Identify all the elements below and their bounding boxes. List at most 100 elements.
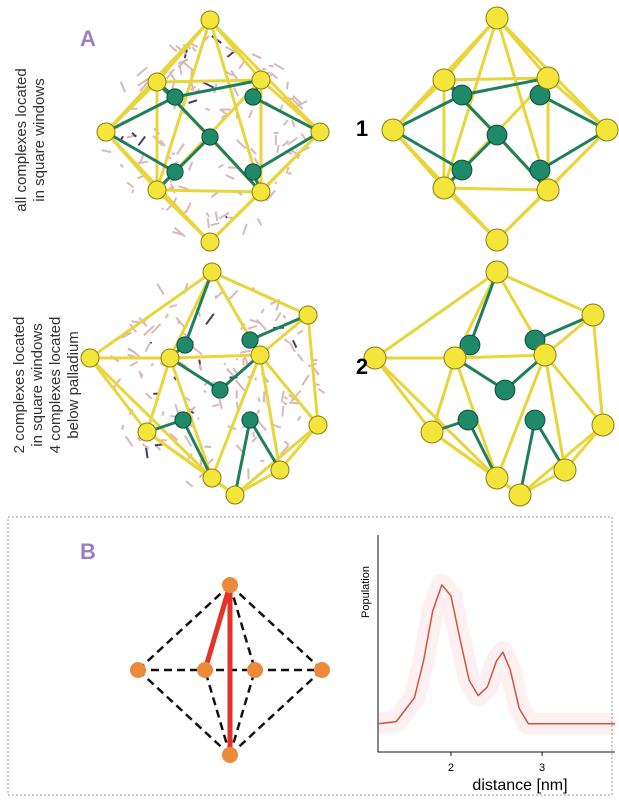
ligand <box>151 364 153 366</box>
ligand <box>236 380 245 390</box>
ligand <box>292 120 294 127</box>
cage-bond <box>393 95 462 130</box>
cage-bond <box>106 132 175 172</box>
palladium-sphere <box>537 67 559 89</box>
ligand <box>262 69 266 70</box>
complex-sphere <box>202 129 218 145</box>
ligand <box>189 100 197 103</box>
ligand <box>166 314 168 319</box>
palladium-sphere <box>226 486 244 504</box>
ligand <box>146 393 152 398</box>
ligand <box>192 346 202 354</box>
ligand <box>203 82 214 88</box>
ligand <box>137 67 148 76</box>
cage-edge <box>375 358 497 478</box>
ligand <box>175 404 178 414</box>
palladium-sphere <box>97 123 115 141</box>
ligand <box>132 190 133 193</box>
ligand <box>260 461 264 462</box>
ligand <box>298 416 301 420</box>
ligand <box>157 284 164 295</box>
caption-line: below palladium <box>65 331 82 439</box>
palladium-sphere <box>534 344 556 366</box>
palladium-sphere <box>582 304 604 326</box>
ligand <box>219 213 229 219</box>
ligand <box>298 354 303 361</box>
caption-line: all complexes located <box>13 68 30 211</box>
ligand <box>277 145 278 153</box>
palladium-sphere <box>148 73 166 91</box>
ligand <box>169 157 171 159</box>
palladium-sphere <box>486 7 508 29</box>
ligand <box>288 173 291 175</box>
ligand <box>283 315 285 318</box>
x-axis-label: distance [nm] <box>472 777 567 794</box>
ligand <box>258 219 261 226</box>
ligand <box>240 351 250 353</box>
ligand <box>206 314 214 325</box>
palladium-sphere <box>433 69 455 91</box>
palladium-sphere <box>433 177 455 199</box>
caption-line: 2 complexes located <box>11 317 28 454</box>
complex-sphere <box>177 337 193 353</box>
cage-edge <box>106 82 157 132</box>
structure-label: 1 <box>356 116 368 141</box>
ligand <box>120 164 123 167</box>
ligand <box>180 66 182 75</box>
x-tick-label: 3 <box>539 762 545 774</box>
ligand <box>249 110 252 118</box>
caption-line: in square windows <box>31 78 48 201</box>
cage-edge <box>455 355 545 358</box>
ligand <box>178 186 187 189</box>
ligand <box>146 343 151 352</box>
ligand <box>176 318 184 327</box>
ligand <box>285 441 289 445</box>
ligand <box>126 436 133 446</box>
ligand <box>252 437 256 442</box>
panel-label: B <box>80 539 96 564</box>
complex-sphere <box>452 85 472 105</box>
ligand <box>177 144 184 155</box>
palladium-sphere <box>203 263 221 281</box>
palladium-sphere <box>596 119 618 141</box>
ligand <box>162 209 164 210</box>
ligand <box>287 82 288 89</box>
ligand <box>302 375 309 385</box>
ligand <box>212 405 219 407</box>
cage-edge <box>545 355 603 425</box>
ligand <box>289 402 299 403</box>
complex-sphere <box>175 412 191 428</box>
cage-edge <box>90 358 147 432</box>
palladium-sphere <box>138 423 156 441</box>
y-axis-label: Population <box>360 566 372 618</box>
palladium-sphere <box>271 461 289 479</box>
complex-sphere <box>487 125 507 145</box>
ligand <box>146 448 148 459</box>
palladium-sphere <box>299 306 317 324</box>
ligand <box>284 397 287 400</box>
ligand <box>192 47 196 51</box>
complex-sphere <box>245 164 261 180</box>
ligand <box>287 167 289 173</box>
complex-sphere <box>242 412 258 428</box>
complex-sphere <box>167 164 183 180</box>
palladium-sphere <box>309 416 327 434</box>
ligand <box>206 213 209 217</box>
complex-sphere <box>452 160 472 180</box>
palladium-sphere <box>486 229 508 251</box>
complex-sphere <box>458 410 478 430</box>
complex-sphere <box>530 160 550 180</box>
ligand <box>162 411 163 416</box>
ligand <box>208 218 209 228</box>
palladium-sphere <box>486 261 508 283</box>
palladium-sphere <box>311 123 329 141</box>
ligand <box>274 133 279 134</box>
ligand <box>274 64 284 70</box>
ligand <box>186 481 193 486</box>
cage-edge <box>432 432 520 495</box>
cage-edge <box>170 355 260 358</box>
palladium-sphere <box>251 346 269 364</box>
ligand <box>226 216 227 217</box>
